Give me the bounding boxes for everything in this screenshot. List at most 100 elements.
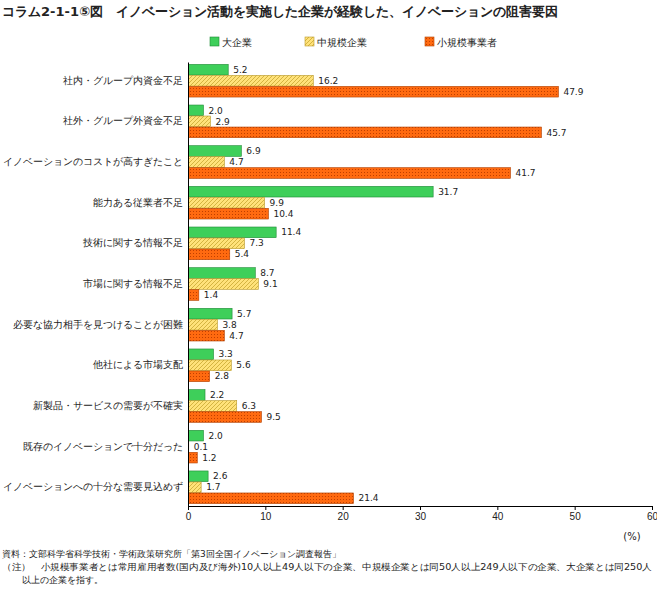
data-label: 21.4 (358, 493, 378, 503)
x-axis: 0 10 20 30 40 50 60 (186, 506, 657, 522)
bar (188, 401, 237, 412)
x-tick-label: 50 (570, 511, 582, 522)
data-label: 2.0 (208, 106, 223, 116)
data-label: 47.9 (563, 87, 583, 97)
x-tick: 60 (647, 506, 657, 522)
legend-label: 大企業 (222, 37, 252, 48)
x-tick: 50 (570, 506, 582, 522)
bar (188, 249, 230, 260)
bar (188, 279, 258, 290)
x-tick-label: 10 (260, 511, 272, 522)
bar (188, 371, 210, 382)
bar (188, 64, 228, 75)
bar (188, 290, 199, 301)
bar (188, 360, 231, 371)
data-label: 5.4 (235, 249, 250, 259)
data-label: 9.5 (266, 412, 280, 422)
x-tick: 20 (338, 506, 350, 522)
y-tick: イノベーションへの十分な需要見込めず (3, 481, 188, 493)
legend-swatch (305, 37, 314, 46)
bar (188, 197, 265, 208)
bar (188, 186, 433, 197)
bar (188, 75, 313, 86)
data-label: 3.3 (219, 349, 233, 359)
legend-label: 小規模事業者 (437, 37, 497, 48)
data-label: 5.2 (233, 65, 247, 75)
x-tick-label: 20 (338, 511, 350, 522)
y-tick: 新製品・サービスの需要が不確実 (33, 400, 188, 411)
data-label: 2.0 (208, 431, 223, 441)
y-tick: 市場に関する情報不足 (83, 278, 188, 289)
data-label: 10.4 (273, 209, 293, 219)
x-tick-mark (497, 506, 498, 510)
y-tick: 他社による市場支配 (93, 359, 188, 370)
chart: コラム2-1-1⑤図 イノベーション活動を実施した企業が経験した、イノベーション… (0, 0, 657, 595)
data-label: 2.6 (213, 471, 228, 481)
bar (188, 227, 276, 238)
legend-swatch (425, 37, 434, 46)
note: 資料：文部科学省科学技術・学術政策研究所「第3回全国イノベーション調査報告」 (2, 549, 341, 559)
bar (188, 157, 224, 168)
bar (188, 482, 201, 493)
data-label: 0.1 (194, 442, 208, 452)
x-tick: 0 (186, 506, 192, 522)
title: コラム2-1-1⑤図 イノベーション活動を実施した企業が経験した、イノベーション… (2, 4, 558, 19)
data-label: 4.7 (229, 331, 243, 341)
x-tick-mark (575, 506, 576, 510)
bar (188, 452, 197, 463)
data-label: 1.2 (202, 453, 216, 463)
bar (188, 208, 268, 219)
category-label: 技術に関する情報不足 (82, 237, 183, 248)
bar (188, 471, 208, 482)
x-axis-line (189, 507, 653, 511)
data-label: 5.7 (237, 309, 251, 319)
legend-item: 大企業 (210, 37, 252, 48)
bar (188, 105, 203, 116)
legend-item: 中規模企業 (305, 37, 367, 48)
y-tick: 既存のイノベーションで十分だった (23, 441, 188, 452)
y-tick: 能力ある従業者不足 (93, 197, 188, 208)
data-label: 2.8 (215, 371, 230, 381)
data-label: 45.7 (546, 128, 566, 138)
x-tick-label: 60 (647, 511, 657, 522)
data-label: 16.2 (318, 76, 338, 86)
bar (188, 116, 210, 127)
category-label: 社内・グループ内資金不足 (63, 75, 183, 86)
y-axis-line (188, 63, 189, 507)
legend-label: 中規模企業 (317, 37, 367, 48)
bar (188, 127, 541, 138)
x-tick: 40 (492, 506, 504, 522)
category-label: 既存のイノベーションで十分だった (23, 441, 183, 452)
y-axis: 社内・グループ内資金不足社外・グループ外資金不足イノベーションのコストが高すぎた… (3, 63, 189, 507)
x-tick-mark (420, 506, 421, 510)
data-label: 6.9 (246, 146, 261, 156)
data-label: 41.7 (515, 168, 535, 178)
category-label: イノベーションへの十分な需要見込めず (3, 481, 183, 493)
data-label: 1.7 (206, 482, 220, 492)
data-labels: 5.2 2.0 6.9 31.7 11.4 8.7 5.7 3.3 2.2 2.0 2.6 16.2 2… (194, 65, 584, 504)
y-tick: イノベーションのコストが高すぎたこと (3, 156, 188, 167)
data-label: 31.7 (438, 187, 458, 197)
x-tick-mark (188, 506, 189, 510)
y-tick: 社外・グループ外資金不足 (63, 115, 188, 126)
bar (188, 308, 232, 319)
x-tick-mark (343, 506, 344, 510)
category-label: イノベーションのコストが高すぎたこと (3, 156, 183, 167)
data-label: 8.7 (260, 268, 274, 278)
bars (188, 64, 558, 503)
bar (188, 168, 510, 179)
bar (188, 412, 261, 423)
category-label: 市場に関する情報不足 (83, 278, 183, 289)
note: （注） 小規模事業者とは常用雇用者数(国内及び海外)10人以上49人以下の企業、… (2, 562, 652, 572)
data-label: 7.3 (249, 238, 263, 248)
y-tick: 社内・グループ内資金不足 (63, 75, 188, 86)
bar (188, 319, 217, 330)
x-tick-mark (265, 506, 266, 510)
data-label: 11.4 (281, 227, 301, 237)
bar (188, 430, 203, 441)
bar (188, 330, 224, 341)
data-label: 3.8 (222, 320, 237, 330)
x-tick-label: 30 (415, 511, 427, 522)
data-label: 2.2 (210, 390, 224, 400)
x-tick-mark (652, 506, 653, 510)
